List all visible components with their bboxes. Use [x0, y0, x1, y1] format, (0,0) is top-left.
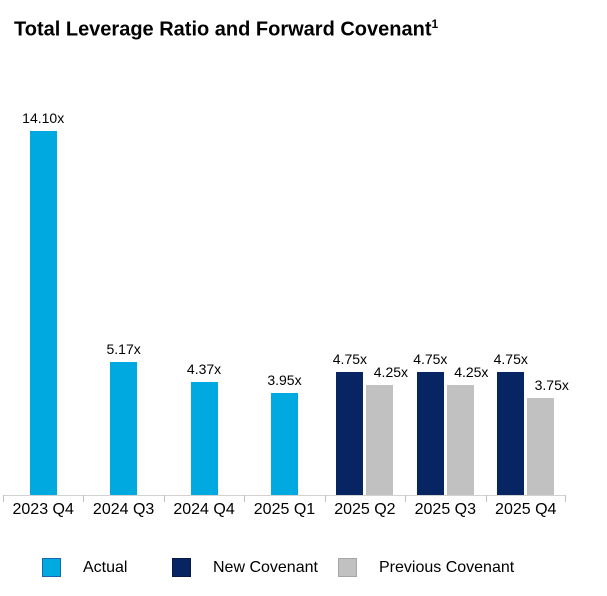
legend-label: New Covenant [213, 558, 318, 576]
new-covenant-bar: 4.75x [494, 351, 528, 495]
value-label: 4.37x [186, 361, 222, 378]
value-label: 4.75x [332, 351, 368, 368]
new-covenant-bar: 4.75x [413, 351, 447, 495]
value-label: 3.95x [267, 372, 302, 389]
value-label: 4.25x [454, 364, 489, 381]
actual-bar: 3.95x [267, 372, 302, 495]
actual-bar: 5.17x [107, 341, 141, 495]
chart-title: Total Leverage Ratio and Forward Covenan… [14, 12, 438, 42]
category-group-2025-q2: 4.75x 4.25x 2025 Q2 [325, 88, 408, 518]
category-group-2025-q1: 3.95x 2025 Q1 [244, 88, 324, 518]
x-axis-tick [163, 495, 165, 502]
category-group-2025-q4: 4.75x 3.75x 2025 Q4 [486, 88, 569, 518]
category-group-2024-q4: 4.37x 2024 Q4 [164, 88, 244, 518]
actual-bar: 14.10x [22, 110, 64, 495]
previous-covenant-bar: 4.25x [446, 364, 488, 495]
legend-swatch-new-covenant [172, 558, 191, 577]
x-axis-tick [3, 495, 4, 502]
value-label: 5.17x [106, 340, 141, 357]
x-axis-label: 2025 Q1 [253, 501, 316, 518]
new-covenant-bar: 4.75x [333, 351, 367, 495]
legend-item-actual: Actual [42, 558, 127, 577]
category-group-2025-q3: 4.75x 4.25x 2025 Q3 [405, 88, 488, 518]
x-axis-tick [83, 495, 85, 502]
legend-swatch-actual [42, 558, 61, 577]
x-axis-label: 2025 Q4 [495, 501, 557, 518]
x-axis-label: 2025 Q2 [334, 501, 396, 518]
x-axis-tick [405, 495, 407, 502]
value-label: 4.25x [373, 364, 409, 381]
x-axis-line [3, 495, 566, 496]
chart-legend: Actual New Covenant Previous Covenant [0, 558, 607, 584]
previous-covenant-bar: 4.25x [366, 364, 408, 495]
legend-label: Previous Covenant [379, 558, 515, 576]
x-axis-label: 2024 Q4 [173, 501, 235, 518]
x-axis-tick [565, 495, 566, 502]
bar-chart: 14.10x 2023 Q4 5.17x 2024 Q3 4.37x 2024 Q4 3.9… [3, 88, 569, 518]
previous-covenant-bar: 3.75x [527, 377, 569, 495]
plot-area: 14.10x 2023 Q4 5.17x 2024 Q3 4.37x 2024 Q4 3.9… [3, 88, 569, 518]
x-axis-label: 2023 Q4 [12, 501, 74, 518]
actual-bar: 4.37x [187, 361, 221, 495]
legend-label: Actual [83, 558, 128, 576]
x-axis-tick [485, 495, 487, 502]
x-axis-tick [324, 495, 326, 502]
value-label: 4.75x [493, 351, 528, 368]
value-label: 3.75x [534, 377, 569, 394]
chart-title-text: Total Leverage Ratio and Forward Covenan… [14, 18, 432, 41]
legend-item-new-covenant: New Covenant [172, 558, 318, 577]
category-group-2024-q3: 5.17x 2024 Q3 [83, 88, 163, 518]
value-label: 14.10x [22, 110, 65, 127]
legend-swatch-previous-covenant [338, 558, 357, 577]
x-axis-label: 2025 Q3 [414, 501, 477, 518]
chart-title-footnote-marker: 1 [431, 17, 439, 31]
x-axis-label: 2024 Q3 [92, 501, 155, 518]
category-group-2023-q4: 14.10x 2023 Q4 [3, 88, 83, 518]
x-axis-tick [244, 495, 246, 502]
legend-item-previous-covenant: Previous Covenant [338, 558, 514, 577]
value-label: 4.75x [413, 351, 448, 368]
